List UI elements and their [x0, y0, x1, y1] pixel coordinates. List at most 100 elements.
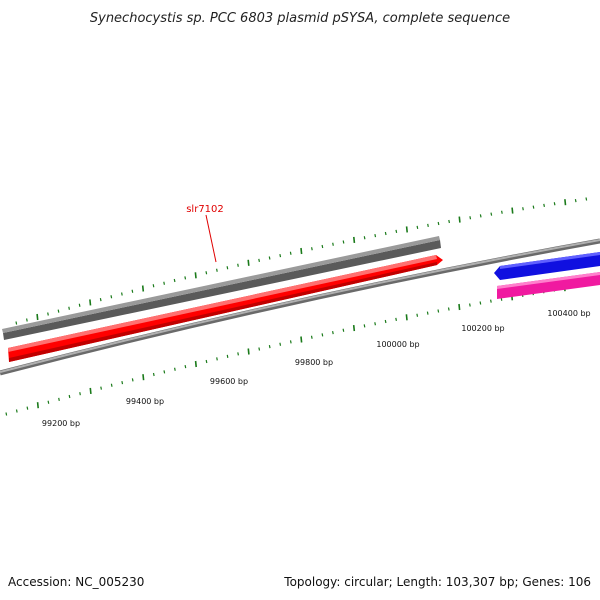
minor-tick [553, 202, 556, 206]
minor-tick [374, 233, 377, 238]
minor-tick [205, 271, 208, 275]
major-tick [300, 336, 303, 343]
minor-tick [68, 306, 70, 310]
minor-tick [374, 322, 376, 326]
outer-tick-marks [15, 197, 588, 325]
minor-tick [131, 289, 134, 293]
minor-tick [289, 340, 292, 344]
minor-tick [384, 231, 387, 236]
minor-tick [258, 347, 261, 351]
minor-tick [173, 278, 176, 283]
accession-text: Accession: NC_005230 [8, 575, 144, 589]
minor-tick [226, 354, 229, 358]
pink-gene-feature[interactable] [497, 272, 600, 299]
minor-tick [332, 242, 334, 246]
minor-tick [416, 225, 419, 230]
minor-tick [26, 318, 28, 322]
minor-tick [522, 207, 524, 211]
major-tick [141, 285, 145, 292]
major-tick [247, 348, 250, 355]
minor-tick [152, 284, 155, 288]
minor-tick [289, 251, 292, 255]
minor-tick [121, 380, 124, 385]
sequence-backbone [0, 238, 600, 376]
gene-label-slr7102[interactable]: slr7102 [186, 204, 224, 215]
minor-tick [395, 317, 397, 322]
minor-tick [5, 412, 8, 416]
map-title: Synechocystis sp. PCC 6803 plasmid pSYSA… [90, 11, 510, 26]
minor-tick [279, 253, 282, 258]
minor-tick [226, 266, 229, 270]
minor-tick [78, 303, 81, 307]
minor-tick [426, 311, 429, 315]
minor-tick [437, 221, 440, 226]
minor-tick [585, 197, 588, 201]
major-tick [142, 374, 145, 381]
blue-gene-feature[interactable] [494, 252, 600, 280]
major-tick [405, 314, 408, 321]
minor-tick [47, 400, 50, 404]
minor-tick [163, 370, 166, 374]
major-tick [405, 226, 408, 233]
minor-tick [532, 205, 535, 209]
minor-tick [258, 258, 260, 263]
minor-tick [437, 309, 440, 313]
minor-tick [321, 244, 324, 249]
minor-tick [174, 367, 176, 371]
minor-tick [268, 256, 271, 260]
minor-tick [121, 292, 123, 296]
major-tick [300, 247, 303, 255]
minor-tick [479, 214, 482, 218]
gray-gene-feature[interactable] [2, 236, 441, 340]
scale-label-100000: 100000 bp [376, 340, 419, 349]
minor-tick [152, 372, 155, 377]
minor-tick [574, 198, 577, 203]
major-tick [89, 387, 92, 394]
major-tick [89, 299, 92, 306]
minor-tick [416, 313, 419, 317]
red-gene-feature[interactable] [8, 255, 443, 362]
minor-tick [58, 397, 60, 402]
minor-tick [15, 409, 18, 413]
topology-summary-text: Topology: circular; Length: 103,307 bp; … [283, 575, 591, 589]
minor-tick [342, 240, 345, 244]
slr7102-label-leader [205, 214, 217, 263]
major-tick [194, 360, 197, 368]
minor-tick [479, 301, 482, 305]
major-tick [353, 236, 356, 243]
scale-label-100400: 100400 bp [547, 309, 590, 318]
minor-tick [363, 236, 366, 240]
minor-tick [490, 299, 492, 303]
scale-label-99200: 99200 bp [42, 419, 80, 428]
minor-tick [68, 394, 71, 399]
minor-tick [395, 229, 398, 234]
minor-tick [216, 357, 218, 361]
scale-label-99600: 99600 bp [210, 377, 248, 386]
minor-tick [57, 309, 60, 313]
minor-tick [363, 324, 366, 328]
minor-tick [237, 352, 239, 356]
minor-tick [427, 223, 429, 228]
minor-tick [448, 219, 450, 224]
minor-tick [205, 359, 208, 364]
major-tick [458, 216, 461, 223]
minor-tick [47, 312, 49, 316]
minor-tick [279, 342, 282, 346]
minor-tick [99, 297, 102, 302]
minor-tick [110, 295, 113, 299]
major-tick [352, 325, 356, 332]
minor-tick [163, 281, 165, 285]
minor-tick [237, 263, 239, 267]
minor-tick [469, 216, 472, 220]
minor-tick [469, 303, 471, 307]
minor-tick [216, 268, 218, 272]
scale-label-99800: 99800 bp [295, 358, 333, 367]
minor-tick [15, 321, 18, 325]
scale-label-100200: 100200 bp [461, 324, 504, 333]
scale-label-99400: 99400 bp [126, 397, 164, 406]
major-tick [36, 402, 39, 409]
minor-tick [311, 247, 313, 251]
minor-tick [26, 406, 29, 410]
minor-tick [268, 344, 271, 349]
minor-tick [184, 276, 187, 280]
